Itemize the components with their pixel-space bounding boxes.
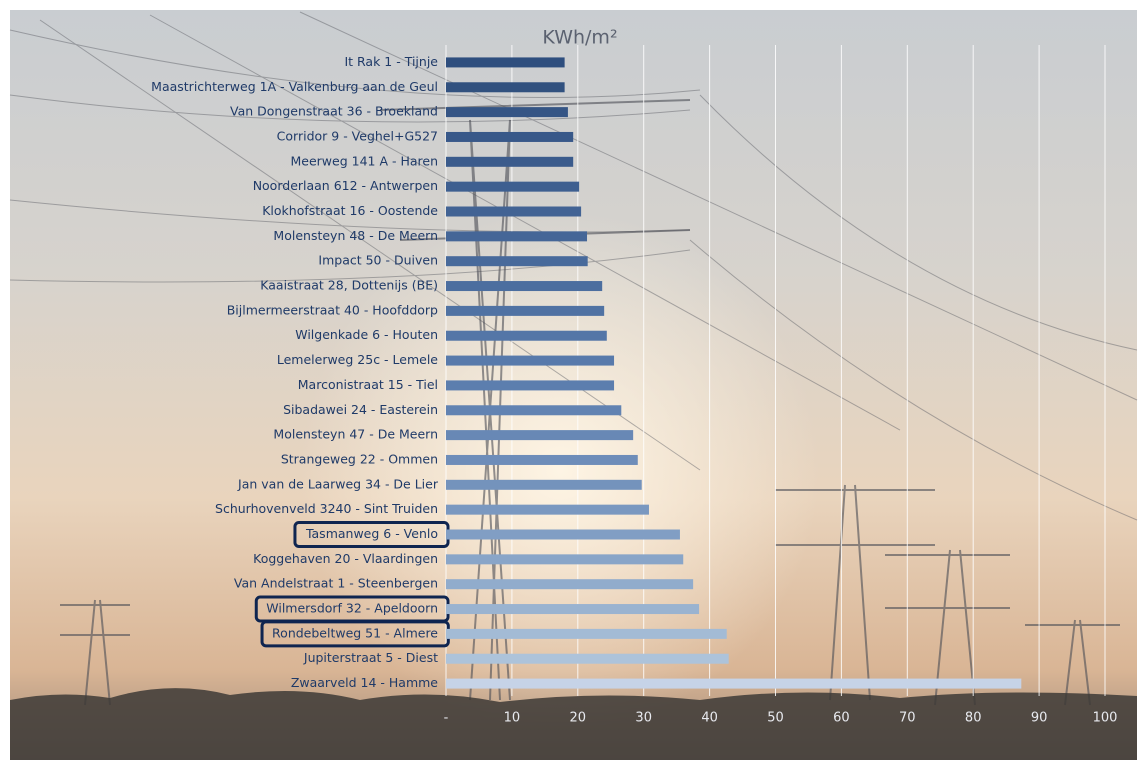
y-tick-label: Lemelerweg 25c - Lemele bbox=[277, 352, 438, 367]
y-tick-label: Klokhofstraat 16 - Oostende bbox=[262, 203, 438, 218]
y-tick-label: Impact 50 - Duiven bbox=[318, 253, 438, 268]
x-tick-label: 40 bbox=[701, 711, 718, 726]
bar bbox=[446, 479, 642, 490]
x-tick-label: 80 bbox=[965, 711, 982, 726]
y-tick-label: Bijlmermeerstraat 40 - Hoofddorp bbox=[227, 302, 438, 317]
bar bbox=[446, 57, 565, 68]
bar bbox=[446, 330, 607, 341]
bar bbox=[446, 678, 1022, 689]
bar bbox=[446, 82, 565, 93]
bar bbox=[446, 256, 588, 267]
bar bbox=[446, 430, 634, 441]
bar bbox=[446, 181, 580, 192]
x-tick-label: 30 bbox=[635, 711, 652, 726]
y-tick-label: Kaaistraat 28, Dottenijs (BE) bbox=[260, 278, 438, 293]
bar bbox=[446, 107, 568, 118]
bar bbox=[446, 355, 615, 366]
y-tick-label: Jupiterstraat 5 - Diest bbox=[303, 650, 438, 665]
y-tick-label: Koggehaven 20 - Vlaardingen bbox=[253, 551, 438, 566]
y-tick-label: Molensteyn 47 - De Meern bbox=[273, 427, 438, 442]
bar bbox=[446, 131, 574, 142]
x-tick-label: 60 bbox=[833, 711, 850, 726]
chart-title: KWh/m² bbox=[542, 27, 617, 49]
y-tick-label: It Rak 1 - Tijnje bbox=[344, 54, 438, 69]
bar bbox=[446, 579, 694, 590]
bar bbox=[446, 380, 615, 391]
bar bbox=[446, 653, 729, 664]
bar bbox=[446, 604, 700, 615]
y-tick-label: Jan van de Laarweg 34 - De Lier bbox=[237, 476, 439, 491]
x-tick-label: 50 bbox=[767, 711, 784, 726]
y-tick-label: Meerweg 141 A - Haren bbox=[290, 153, 438, 168]
bar bbox=[446, 628, 727, 639]
x-tick-label: 100 bbox=[1093, 711, 1118, 726]
x-tick-label: - bbox=[444, 711, 449, 726]
x-tick-label: 70 bbox=[899, 711, 916, 726]
y-tick-label: Van Andelstraat 1 - Steenbergen bbox=[234, 576, 438, 591]
bar bbox=[446, 405, 622, 416]
bar bbox=[446, 305, 605, 316]
bar bbox=[446, 206, 582, 217]
y-tick-label: Sibadawei 24 - Easterein bbox=[283, 402, 438, 417]
bar bbox=[446, 156, 574, 167]
y-tick-label: Schurhovenveld 3240 - Sint Truiden bbox=[215, 501, 438, 516]
y-tick-label: Wilmersdorf 32 - Apeldoorn bbox=[266, 601, 438, 616]
y-tick-label: Corridor 9 - Veghel+G527 bbox=[277, 128, 438, 143]
y-tick-label: Marconistraat 15 - Tiel bbox=[298, 377, 438, 392]
y-tick-label: Maastrichterweg 1A - Valkenburg aan de G… bbox=[151, 79, 438, 94]
bar bbox=[446, 554, 684, 565]
y-tick-label: Van Dongenstraat 36 - Broekland bbox=[230, 104, 438, 119]
y-tick-label: Zwaarveld 14 - Hamme bbox=[291, 675, 438, 690]
y-tick-label: Molensteyn 48 - De Meern bbox=[273, 228, 438, 243]
bar bbox=[446, 454, 638, 465]
y-tick-label: Strangeweg 22 - Ommen bbox=[281, 451, 438, 466]
x-tick-label: 10 bbox=[504, 711, 521, 726]
bar bbox=[446, 504, 649, 515]
y-tick-label: Wilgenkade 6 - Houten bbox=[295, 327, 438, 342]
y-tick-label: Rondebeltweg 51 - Almere bbox=[272, 625, 438, 640]
bar bbox=[446, 281, 603, 292]
bar bbox=[446, 529, 680, 540]
x-tick-label: 90 bbox=[1031, 711, 1048, 726]
x-tick-label: 20 bbox=[570, 711, 587, 726]
y-tick-label: Tasmanweg 6 - Venlo bbox=[305, 526, 438, 541]
bar bbox=[446, 231, 588, 242]
y-tick-label: Noorderlaan 612 - Antwerpen bbox=[253, 178, 438, 193]
